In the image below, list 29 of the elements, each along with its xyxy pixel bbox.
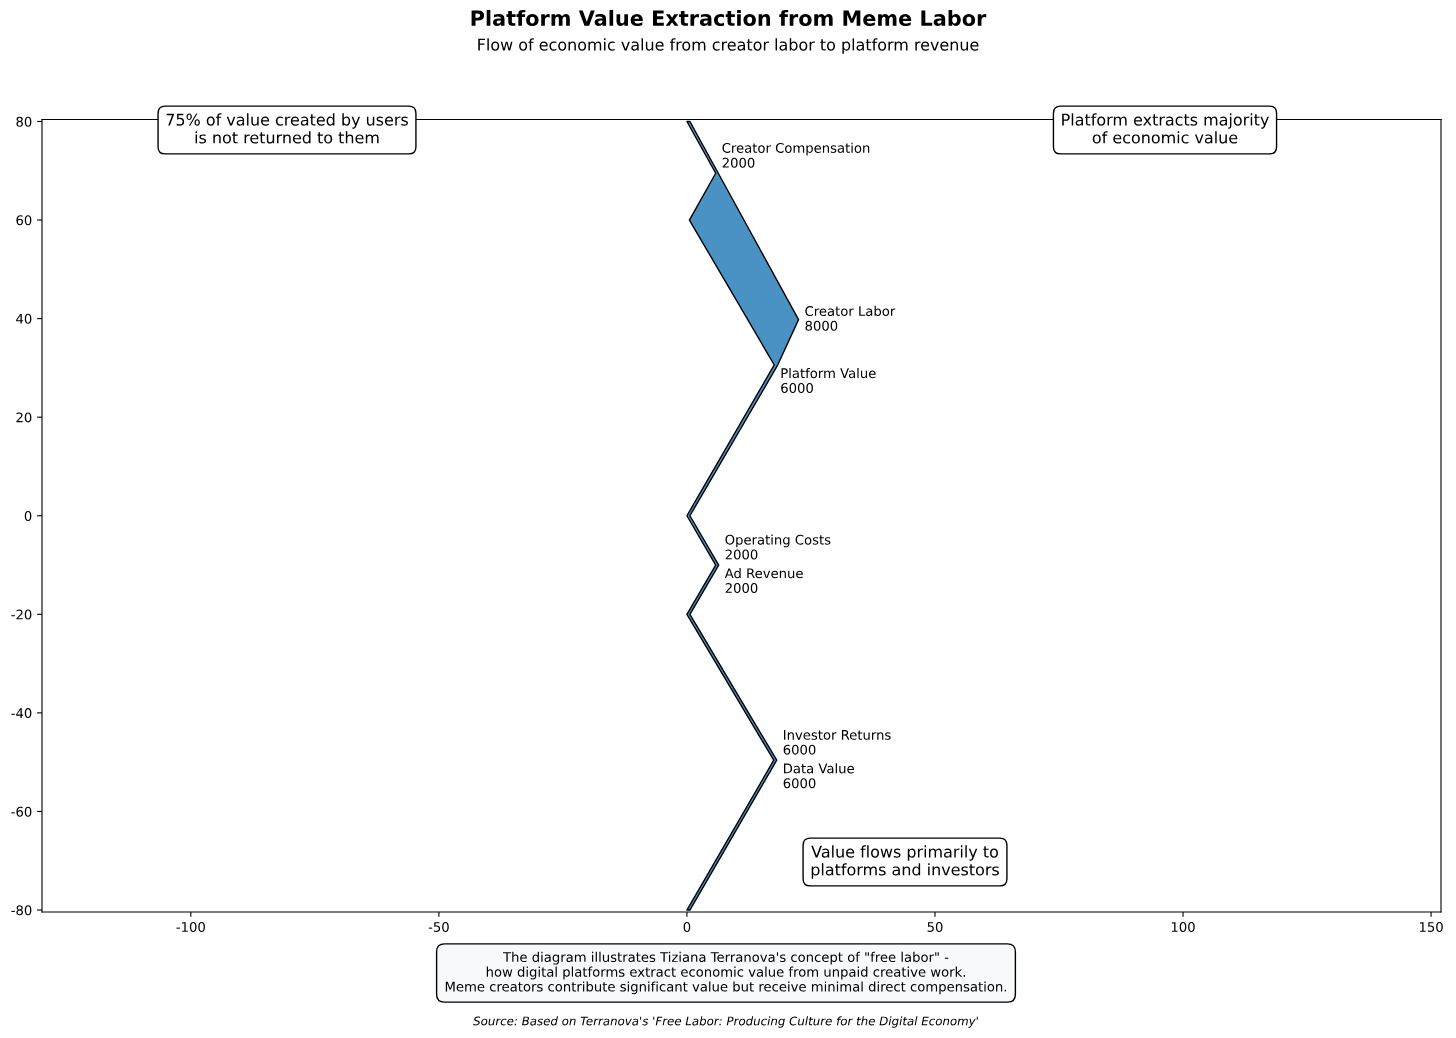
x-tick-label: 50 xyxy=(927,921,943,932)
x-tick-label: 150 xyxy=(1419,921,1443,932)
x-tick-label: -100 xyxy=(176,921,205,932)
x-tick-label: 0 xyxy=(683,921,691,932)
annotation: Data Value 6000 xyxy=(783,763,854,789)
annotation: Investor Returns 6000 xyxy=(783,730,891,755)
annotation: Platform extracts majority of economic value xyxy=(1062,113,1269,144)
annotation: Platform Value 6000 xyxy=(781,367,876,393)
y-tick-label: -60 xyxy=(11,806,32,817)
chart-subtitle: Flow of economic value from creator labor to platform revenue xyxy=(478,38,979,54)
annotation: 75% of value created by users is not returned to them xyxy=(166,113,408,144)
y-tick-label: -40 xyxy=(11,708,32,719)
y-tick-label: -80 xyxy=(11,905,32,916)
x-tick-label: -50 xyxy=(428,921,449,932)
source-note: Source: Based on Terranova's 'Free Labor: Producing Culture for the Digital Economy' xyxy=(473,1016,978,1028)
annotation: Value flows primarily to platforms and investors xyxy=(811,845,999,879)
text: The diagram illustrates Tiziana Terranova's concept of "free labor" - how digital platforms extract economic value from unpaid creative work. Meme creators contribute significant value but receive minimal direct compensation. xyxy=(445,951,1007,995)
annotation: Ad Revenue 2000 xyxy=(724,568,803,594)
chart-title: Platform Value Extraction from Meme Labor xyxy=(471,9,987,27)
annotation: Operating Costs 2000 xyxy=(725,534,831,560)
annotation: Creator Compensation 2000 xyxy=(722,142,870,168)
annotation: Creator Labor 8000 xyxy=(805,305,896,331)
x-tick-label: 100 xyxy=(1171,921,1195,932)
y-tick-label: -20 xyxy=(11,609,32,620)
y-tick-label: 80 xyxy=(16,116,32,127)
y-tick-label: 40 xyxy=(16,313,32,324)
y-tick-label: 60 xyxy=(16,215,32,226)
y-tick-label: 20 xyxy=(16,412,32,423)
y-tick-label: 0 xyxy=(24,510,32,521)
